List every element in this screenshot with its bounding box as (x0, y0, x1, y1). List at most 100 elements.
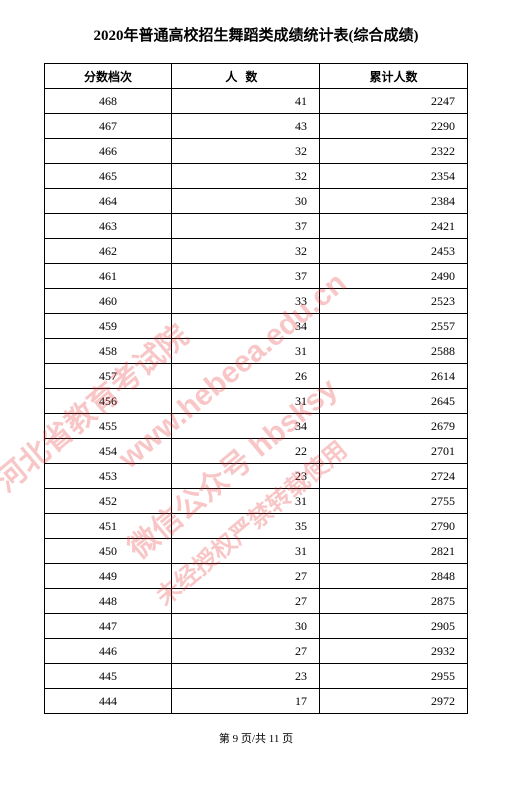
cell-cumulative: 2322 (319, 139, 467, 164)
cell-cumulative: 2875 (319, 589, 467, 614)
cell-count: 34 (171, 414, 319, 439)
cell-count: 30 (171, 614, 319, 639)
cell-score: 453 (45, 464, 172, 489)
page-footer: 第 9 页/共 11 页 (0, 730, 512, 746)
cell-score: 454 (45, 439, 172, 464)
cell-score: 444 (45, 689, 172, 714)
cell-cumulative: 2490 (319, 264, 467, 289)
cell-cumulative: 2972 (319, 689, 467, 714)
cell-count: 31 (171, 539, 319, 564)
cell-count: 37 (171, 214, 319, 239)
cell-cumulative: 2790 (319, 514, 467, 539)
table-header-row: 分数档次 人数 累计人数 (45, 64, 468, 89)
cell-score: 457 (45, 364, 172, 389)
cell-cumulative: 2290 (319, 114, 467, 139)
cell-count: 37 (171, 264, 319, 289)
table-row: 452312755 (45, 489, 468, 514)
table-row: 465322354 (45, 164, 468, 189)
cell-count: 27 (171, 639, 319, 664)
cell-count: 22 (171, 439, 319, 464)
table-row: 451352790 (45, 514, 468, 539)
cell-count: 26 (171, 364, 319, 389)
cell-score: 460 (45, 289, 172, 314)
cell-cumulative: 2932 (319, 639, 467, 664)
cell-score: 452 (45, 489, 172, 514)
cell-count: 17 (171, 689, 319, 714)
table-row: 445232955 (45, 664, 468, 689)
cell-score: 456 (45, 389, 172, 414)
table-row: 456312645 (45, 389, 468, 414)
table-row: 457262614 (45, 364, 468, 389)
page-title: 2020年普通高校招生舞蹈类成绩统计表(综合成绩) (0, 24, 512, 45)
cell-score: 459 (45, 314, 172, 339)
cell-cumulative: 2453 (319, 239, 467, 264)
table-row: 464302384 (45, 189, 468, 214)
table-row: 459342557 (45, 314, 468, 339)
table-row: 466322322 (45, 139, 468, 164)
cell-score: 445 (45, 664, 172, 689)
table-row: 467432290 (45, 114, 468, 139)
cell-count: 32 (171, 139, 319, 164)
cell-cumulative: 2354 (319, 164, 467, 189)
cell-count: 23 (171, 464, 319, 489)
cell-count: 33 (171, 289, 319, 314)
cell-cumulative: 2724 (319, 464, 467, 489)
cell-count: 30 (171, 189, 319, 214)
cell-score: 448 (45, 589, 172, 614)
header-count: 人数 (171, 64, 319, 89)
cell-count: 27 (171, 564, 319, 589)
table-row: 450312821 (45, 539, 468, 564)
cell-count: 31 (171, 489, 319, 514)
table-row: 447302905 (45, 614, 468, 639)
score-table: 分数档次 人数 累计人数 468412247467432290466322322… (44, 63, 468, 714)
cell-cumulative: 2523 (319, 289, 467, 314)
table-row: 449272848 (45, 564, 468, 589)
header-cumulative: 累计人数 (319, 64, 467, 89)
table-row: 458312588 (45, 339, 468, 364)
table-row: 460332523 (45, 289, 468, 314)
cell-count: 23 (171, 664, 319, 689)
cell-cumulative: 2645 (319, 389, 467, 414)
cell-score: 467 (45, 114, 172, 139)
cell-score: 451 (45, 514, 172, 539)
cell-score: 449 (45, 564, 172, 589)
score-table-container: 分数档次 人数 累计人数 468412247467432290466322322… (44, 63, 468, 714)
cell-score: 455 (45, 414, 172, 439)
cell-cumulative: 2955 (319, 664, 467, 689)
cell-cumulative: 2679 (319, 414, 467, 439)
header-score: 分数档次 (45, 64, 172, 89)
cell-score: 468 (45, 89, 172, 114)
cell-cumulative: 2384 (319, 189, 467, 214)
cell-score: 450 (45, 539, 172, 564)
cell-cumulative: 2588 (319, 339, 467, 364)
cell-cumulative: 2421 (319, 214, 467, 239)
cell-score: 458 (45, 339, 172, 364)
cell-count: 35 (171, 514, 319, 539)
table-row: 455342679 (45, 414, 468, 439)
cell-count: 43 (171, 114, 319, 139)
cell-cumulative: 2905 (319, 614, 467, 639)
cell-score: 466 (45, 139, 172, 164)
cell-score: 463 (45, 214, 172, 239)
table-row: 462322453 (45, 239, 468, 264)
cell-count: 31 (171, 339, 319, 364)
table-row: 446272932 (45, 639, 468, 664)
table-row: 448272875 (45, 589, 468, 614)
cell-score: 465 (45, 164, 172, 189)
cell-cumulative: 2247 (319, 89, 467, 114)
table-row: 468412247 (45, 89, 468, 114)
cell-count: 34 (171, 314, 319, 339)
table-row: 461372490 (45, 264, 468, 289)
cell-score: 461 (45, 264, 172, 289)
cell-cumulative: 2821 (319, 539, 467, 564)
table-row: 463372421 (45, 214, 468, 239)
cell-count: 32 (171, 239, 319, 264)
cell-cumulative: 2848 (319, 564, 467, 589)
cell-cumulative: 2557 (319, 314, 467, 339)
cell-score: 447 (45, 614, 172, 639)
table-row: 454222701 (45, 439, 468, 464)
table-row: 453232724 (45, 464, 468, 489)
cell-count: 27 (171, 589, 319, 614)
cell-cumulative: 2614 (319, 364, 467, 389)
cell-score: 462 (45, 239, 172, 264)
